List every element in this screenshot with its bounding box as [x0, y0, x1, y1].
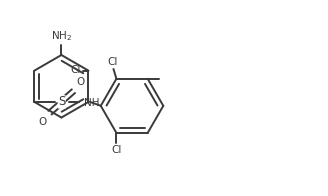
Text: NH$_2$: NH$_2$	[51, 29, 72, 43]
Text: NH: NH	[84, 98, 100, 108]
Text: O: O	[39, 117, 47, 127]
Text: S: S	[58, 95, 65, 108]
Text: O: O	[76, 77, 85, 87]
Text: Cl: Cl	[111, 145, 122, 155]
Text: Cl: Cl	[70, 65, 81, 75]
Text: Cl: Cl	[107, 57, 118, 67]
